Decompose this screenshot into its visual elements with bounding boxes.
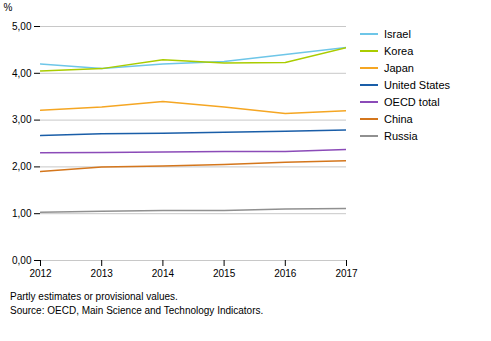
svg-text:2016: 2016 [274,268,297,279]
svg-text:2014: 2014 [152,268,175,279]
svg-text:2012: 2012 [29,268,52,279]
svg-text:3,00: 3,00 [12,114,32,125]
svg-text:2013: 2013 [91,268,114,279]
html-text:Israel: Israel [384,28,411,40]
svg-text:1,00: 1,00 [12,208,32,219]
html-text:Japan: Japan [384,62,414,74]
html-text:China: China [384,113,413,125]
html-text:OECD total: OECD total [384,96,440,108]
html-text:Partly estimates or provisiona: Partly estimates or provisional values. [10,291,178,302]
svg-text:2017: 2017 [335,268,358,279]
svg-text:2,00: 2,00 [12,161,32,172]
svg-text:5,00: 5,00 [12,21,32,32]
html-text:Source: OECD, Main Science and: Source: OECD, Main Science and Technolog… [10,305,264,316]
svg-text:4,00: 4,00 [12,68,32,79]
svg-text:%: % [4,2,13,13]
svg-text:0,00: 0,00 [12,255,32,266]
html-text:Korea: Korea [384,45,414,57]
html-text:Russia: Russia [384,130,418,142]
html-text:United States: United States [384,79,450,91]
svg-text:2015: 2015 [213,268,236,279]
